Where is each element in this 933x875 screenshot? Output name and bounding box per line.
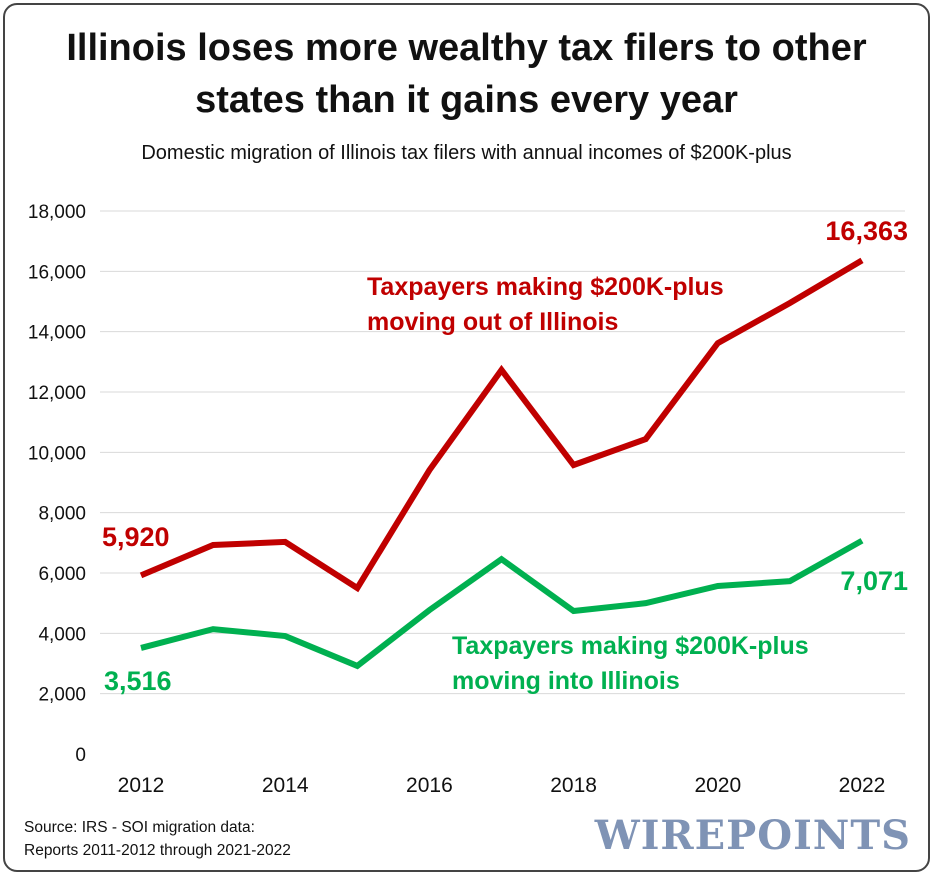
x-tick-label: 2012 [118, 774, 165, 797]
y-tick-label: 8,000 [38, 504, 86, 525]
source-line-2: Reports 2011-2012 through 2021-2022 [24, 842, 291, 859]
series-label-into: moving into Illinois [452, 667, 680, 695]
chart-title: Illinois loses more wealthy tax filers t… [0, 22, 933, 126]
chart-frame [3, 3, 930, 872]
y-tick-label: 18,000 [28, 202, 86, 223]
y-tick-label: 16,000 [28, 262, 86, 283]
y-tick-label: 2,000 [38, 685, 86, 706]
start-value-label: 5,920 [102, 522, 170, 552]
series-label-out: Taxpayers making $200K-plus [367, 273, 724, 301]
y-tick-label: 14,000 [28, 323, 86, 344]
x-tick-label: 2016 [406, 774, 453, 797]
start-value-label: 3,516 [104, 666, 172, 696]
x-tick-label: 2020 [694, 774, 741, 797]
y-tick-label: 10,000 [28, 443, 86, 464]
end-value-label: 16,363 [825, 216, 908, 246]
x-tick-label: 2014 [262, 774, 309, 797]
y-tick-label: 12,000 [28, 383, 86, 404]
title-text: Illinois loses more wealthy tax filers t… [66, 27, 867, 121]
y-tick-label: 6,000 [38, 564, 86, 585]
series-label-out: moving out of Illinois [367, 308, 618, 336]
end-value-label: 7,071 [840, 566, 908, 596]
series-label-into: Taxpayers making $200K-plus [452, 632, 809, 660]
y-tick-label: 0 [75, 745, 86, 766]
chart-subtitle: Domestic migration of Illinois tax filer… [141, 142, 792, 164]
wirepoints-logo: WIREPOINTS [594, 812, 911, 859]
y-tick-label: 4,000 [38, 624, 86, 645]
source-line-1: Source: IRS - SOI migration data: [24, 819, 255, 836]
x-tick-label: 2018 [550, 774, 597, 797]
x-tick-label: 2022 [839, 774, 886, 797]
source-note: Source: IRS - SOI migration data: Report… [24, 816, 291, 862]
